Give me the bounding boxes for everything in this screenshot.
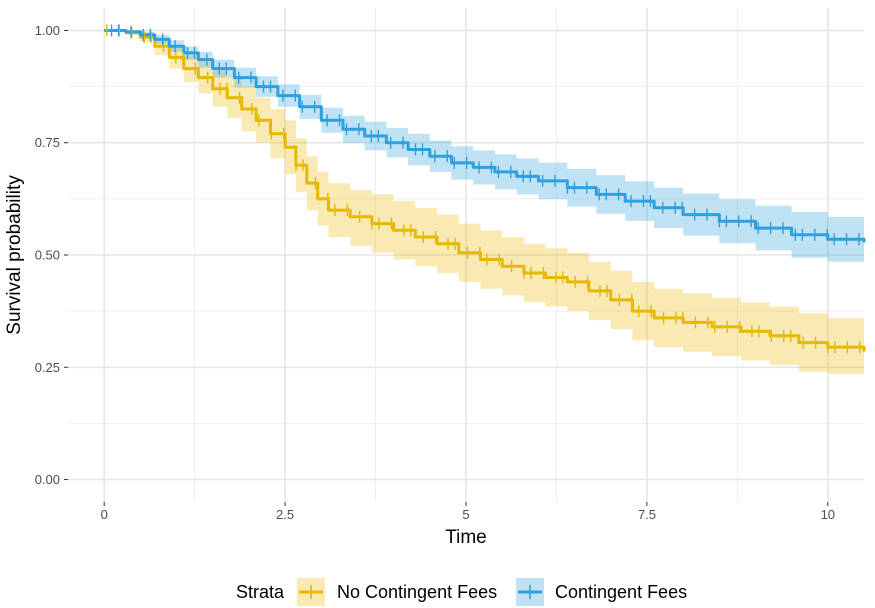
y-tick-label: 1.00 (35, 23, 60, 38)
y-tick-label: 0.00 (35, 472, 60, 487)
survival-curve-contingent-fees (104, 29, 866, 243)
x-tick-label: 0 (101, 507, 108, 522)
x-axis-title: Time (445, 527, 487, 548)
confidence-bands (104, 30, 864, 377)
y-tick-label: 0.75 (35, 135, 60, 150)
confidence-band-no-contingent-fees (104, 30, 864, 377)
x-tick-label: 7.5 (638, 507, 656, 522)
legend-label-contingent-fees: Contingent Fees (555, 582, 687, 602)
y-tick-label: 0.25 (35, 360, 60, 375)
x-tick-label: 2.5 (276, 507, 294, 522)
legend-title: Strata (236, 582, 285, 602)
y-axis-title: Survival probability (4, 175, 25, 335)
censor-marks (106, 24, 861, 354)
y-tick-label: 0.50 (35, 248, 60, 263)
x-tick-label: 10 (821, 507, 835, 522)
x-axis: 0 2.5 5 7.5 10 (101, 502, 835, 522)
legend-label-no-contingent-fees: No Contingent Fees (337, 582, 497, 602)
legend-key-contingent-fees (516, 578, 544, 606)
grid-major (68, 8, 864, 502)
x-tick-label: 5 (462, 507, 469, 522)
y-axis: 0.00 0.25 0.50 0.75 1.00 (35, 23, 68, 487)
legend-key-no-contingent-fees (297, 578, 325, 606)
confidence-band-contingent-fees (104, 30, 864, 265)
legend: Strata No Contingent Fees Contingent Fee… (236, 578, 687, 606)
